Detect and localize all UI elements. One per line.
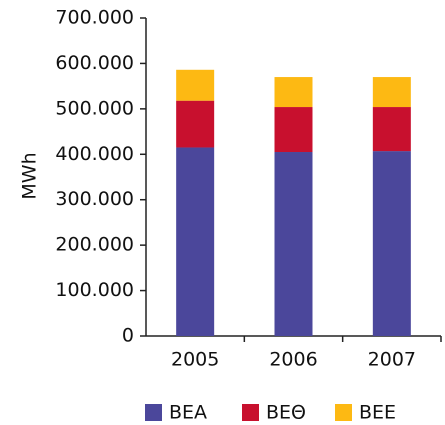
legend-swatch (335, 404, 352, 421)
y-tick-label: 400.000 (55, 143, 134, 165)
x-tick-label: 2006 (269, 349, 317, 371)
bar-segment (372, 151, 411, 336)
legend-label: BEA (169, 402, 207, 424)
x-tick-label: 2005 (171, 349, 219, 371)
y-tick-label: 200.000 (55, 234, 134, 256)
bar-segment (274, 77, 313, 108)
legend-swatch (145, 404, 162, 421)
bar-segment (372, 107, 411, 152)
bar-segment (176, 69, 215, 101)
bar-segment (176, 100, 215, 148)
bar-segment (274, 107, 313, 153)
y-tick-label: 0 (122, 325, 134, 347)
y-tick-label: 300.000 (55, 188, 134, 210)
legend-swatch (242, 404, 259, 421)
y-axis-label: MWh (19, 152, 41, 199)
y-tick-label: 100.000 (55, 279, 134, 301)
y-tick-label: 700.000 (55, 7, 134, 29)
y-tick-label: 500.000 (55, 97, 134, 119)
x-tick-label: 2007 (368, 349, 416, 371)
bar-segment (274, 152, 313, 336)
legend-label: BEE (359, 402, 396, 424)
bar-segment (372, 77, 411, 108)
legend-label: BEΘ (266, 402, 306, 424)
bar-segment (176, 147, 215, 336)
y-tick-label: 600.000 (55, 52, 134, 74)
